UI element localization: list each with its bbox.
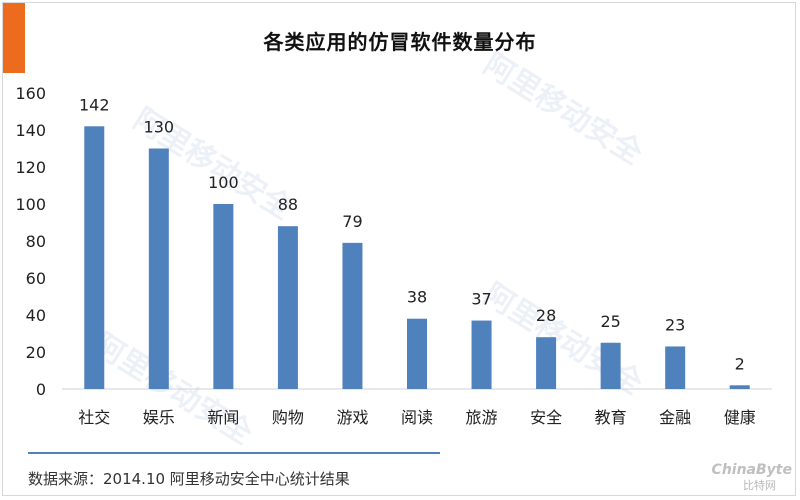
bar (277, 226, 298, 389)
orange-accent-bar (3, 3, 25, 73)
x-tick-label: 社交 (78, 408, 110, 427)
x-tick-label: 旅游 (466, 408, 498, 427)
x-tick-label: 安全 (530, 408, 562, 427)
data-label: 88 (278, 195, 298, 214)
x-tick-label: 教育 (595, 408, 627, 427)
data-label: 142 (79, 95, 110, 114)
bar (148, 148, 169, 389)
y-tick-label: 60 (26, 269, 46, 288)
x-tick-label: 健康 (724, 408, 756, 427)
data-label: 79 (342, 212, 362, 231)
x-tick-label: 阅读 (401, 408, 433, 427)
data-label: 130 (144, 118, 175, 137)
y-tick-label: 80 (26, 232, 46, 251)
bar (213, 204, 234, 389)
data-label: 100 (208, 173, 239, 192)
y-tick-label: 140 (15, 121, 46, 140)
x-tick-label: 金融 (659, 408, 691, 427)
y-tick-label: 40 (26, 306, 46, 325)
y-tick-label: 0 (36, 380, 46, 399)
source-divider (28, 452, 440, 454)
bar (536, 337, 557, 389)
y-tick-label: 100 (15, 195, 46, 214)
bar (600, 342, 621, 389)
data-label: 37 (471, 290, 491, 309)
y-tick-label: 120 (15, 158, 46, 177)
bar (729, 385, 750, 389)
data-label: 2 (735, 354, 745, 373)
bar (665, 346, 686, 389)
source-note: 数据来源：2014.10 阿里移动安全中心统计结果 (28, 470, 350, 488)
x-tick-label: 游戏 (336, 408, 368, 427)
bar (84, 126, 105, 390)
data-label: 23 (665, 315, 685, 334)
bar (407, 318, 427, 389)
chart-title: 各类应用的仿冒软件数量分布 (263, 30, 537, 54)
bar (342, 242, 363, 389)
data-label: 38 (407, 288, 427, 307)
x-tick-label: 购物 (272, 408, 304, 427)
x-tick-label: 新闻 (207, 408, 239, 427)
data-label: 28 (536, 306, 556, 325)
y-tick-label: 20 (26, 343, 46, 362)
brand-logo: ChinaByte (711, 462, 792, 478)
y-tick-label: 160 (15, 84, 46, 103)
x-tick-label: 娱乐 (143, 408, 175, 427)
brand-logo-sub: 比特网 (743, 479, 776, 492)
data-label: 25 (600, 312, 620, 331)
bar (471, 320, 492, 389)
